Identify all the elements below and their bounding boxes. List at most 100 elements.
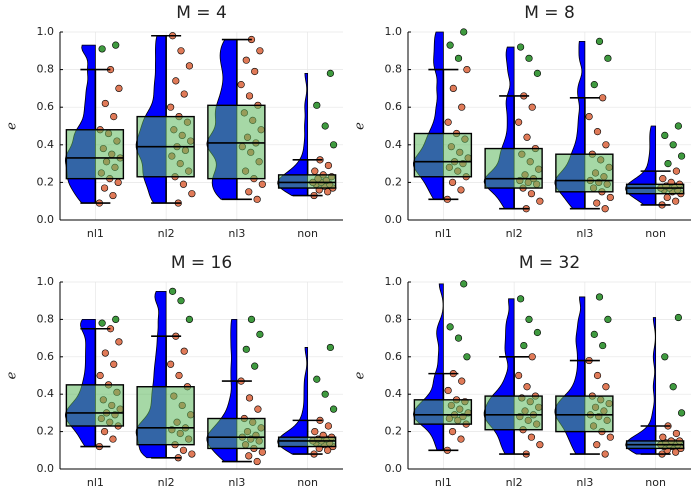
y-tick-label: 0.6 — [385, 350, 403, 363]
data-point — [110, 360, 118, 368]
data-point — [454, 334, 463, 342]
data-point — [329, 405, 338, 413]
x-tick-label: nl2 — [158, 476, 175, 489]
data-point — [446, 41, 454, 49]
data-point — [324, 422, 332, 430]
data-point — [595, 37, 604, 46]
data-point — [669, 383, 677, 391]
data-point — [674, 313, 682, 322]
y-tick-label: 0.4 — [37, 138, 55, 151]
data-point — [457, 186, 465, 194]
panel-title: M = 8 — [524, 3, 575, 23]
x-tick-label: nl1 — [435, 476, 452, 489]
panel: M = 32 e 0.0 0.2 0.4 0.6 0.8 1.0 nl1 nl2 nl3 non — [353, 253, 691, 489]
box — [555, 395, 614, 433]
box — [484, 395, 543, 431]
box — [207, 417, 266, 450]
data-point — [674, 122, 682, 130]
data-point — [604, 315, 612, 324]
panel-title: M = 16 — [171, 253, 232, 273]
data-point — [313, 375, 321, 383]
data-point — [463, 65, 471, 74]
data-point — [185, 62, 194, 70]
x-tick-label: nl3 — [228, 476, 245, 489]
y-axis-label: e — [5, 122, 20, 130]
data-point — [677, 409, 686, 417]
data-point — [449, 84, 457, 92]
data-point — [599, 94, 607, 102]
data-point — [517, 43, 525, 51]
data-point — [520, 341, 528, 350]
data-point — [167, 360, 175, 368]
y-tick-label: 0.8 — [37, 312, 55, 325]
data-point — [242, 56, 250, 64]
data-point — [448, 178, 457, 186]
data-point — [661, 353, 669, 361]
data-point — [664, 160, 672, 168]
data-point — [251, 362, 259, 370]
data-point — [245, 92, 254, 100]
data-point — [100, 184, 109, 192]
violin — [64, 319, 96, 447]
data-point — [109, 191, 117, 200]
data-point — [185, 315, 194, 324]
data-point — [661, 131, 669, 139]
data-point — [527, 433, 536, 441]
data-point — [672, 429, 680, 438]
data-point — [458, 377, 466, 385]
data-point — [595, 293, 604, 301]
y-tick-label: 1.0 — [37, 275, 55, 288]
data-point — [525, 315, 533, 324]
data-point — [188, 190, 196, 198]
y-tick-label: 0.2 — [385, 175, 403, 188]
box — [555, 153, 614, 193]
data-point — [515, 371, 523, 380]
data-point — [101, 99, 109, 108]
data-point — [457, 435, 465, 443]
y-tick-label: 0.6 — [37, 350, 55, 363]
data-point — [175, 371, 183, 380]
data-point — [245, 452, 253, 460]
x-tick-label: non — [645, 476, 666, 489]
data-point — [313, 101, 321, 109]
data-point — [114, 178, 122, 186]
data-point — [256, 47, 264, 55]
data-point — [311, 428, 319, 436]
data-point — [98, 319, 106, 327]
data-point — [672, 167, 680, 175]
data-point — [101, 349, 109, 357]
y-tick-label: 0.4 — [37, 387, 55, 400]
data-point — [112, 41, 120, 49]
data-point — [448, 428, 457, 436]
data-point — [523, 383, 531, 391]
box — [207, 104, 266, 180]
data-point — [590, 330, 598, 338]
data-point — [515, 118, 523, 126]
y-axis-label: e — [5, 371, 20, 379]
x-tick-label: non — [645, 227, 666, 240]
data-point — [602, 141, 610, 149]
y-tick-label: 0.0 — [385, 462, 403, 475]
x-tick-label: non — [297, 476, 318, 489]
data-point — [606, 433, 614, 441]
box — [413, 132, 473, 178]
data-point — [177, 297, 185, 305]
data-point — [96, 371, 104, 380]
y-tick-label: 0.8 — [385, 63, 403, 76]
data-point — [659, 175, 667, 183]
panel-title: M = 4 — [176, 3, 227, 23]
box — [625, 183, 685, 195]
data-point — [177, 47, 185, 55]
data-point — [326, 343, 334, 352]
y-tick-label: 1.0 — [385, 275, 403, 288]
box — [413, 399, 473, 425]
data-point — [115, 84, 123, 92]
data-point — [602, 383, 610, 391]
panel: M = 16 e 0.0 0.2 0.4 0.6 0.8 1.0 nl1 nl2 nl3 non — [5, 253, 343, 489]
x-tick-label: nl3 — [576, 476, 593, 489]
x-tick-label: nl1 — [435, 227, 452, 240]
data-point — [523, 133, 531, 141]
box — [484, 147, 543, 189]
data-point — [460, 280, 468, 288]
data-point — [112, 315, 120, 324]
